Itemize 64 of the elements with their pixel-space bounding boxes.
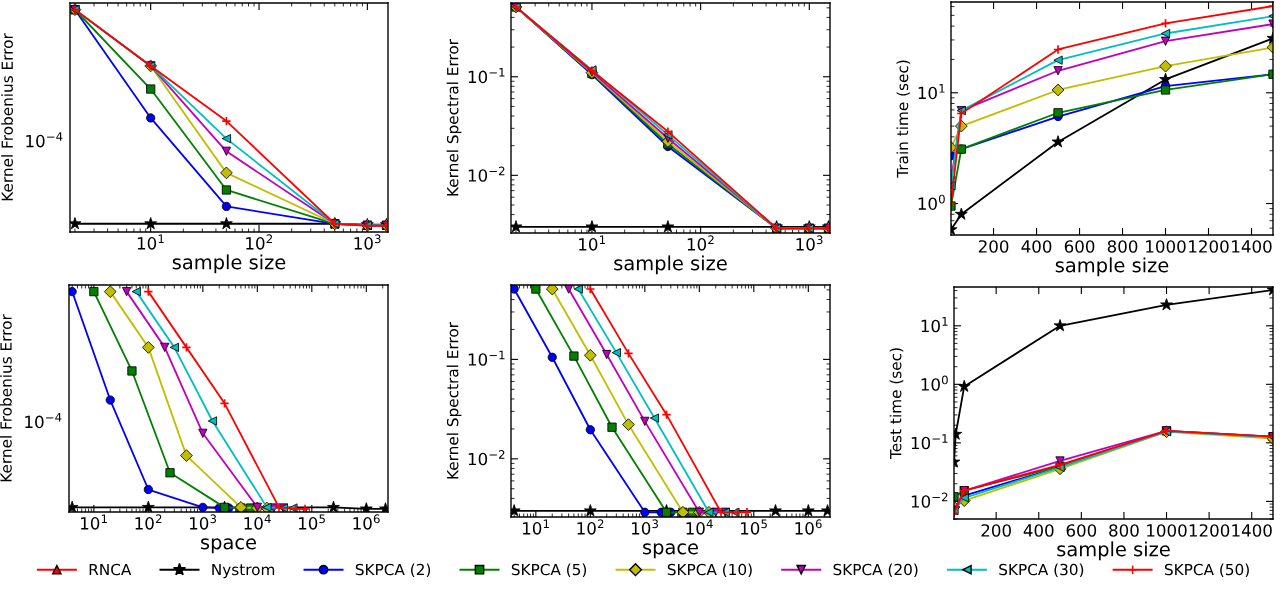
x-tick-label: 10$^{2}$	[687, 235, 714, 251]
x-tick-label: 10$^{4}$	[686, 519, 713, 535]
x-tick-label: 1000	[1147, 524, 1187, 537]
x-tick-label: 10$^{2}$	[577, 519, 604, 535]
x-tick-label: 10$^{1}$	[579, 235, 605, 251]
y-tick-label: 10$^{1}$	[918, 84, 945, 100]
x-tick-label: 10$^{2}$	[246, 234, 272, 250]
legend-label: Nystrom	[212, 563, 275, 579]
x-tick-label: 10$^{1}$	[81, 514, 107, 530]
text: 10$^{−4}$	[25, 413, 62, 429]
legend-label: SKPCA (10)	[667, 563, 752, 578]
x-axis-title: space	[643, 543, 698, 559]
x-tick-label: 10$^{6}$	[795, 519, 822, 535]
y-axis-title: Kernel Spectral Error	[446, 38, 462, 196]
x-axis-title: sample size	[1057, 541, 1170, 561]
y-tick-label: 10$^{−2}$	[468, 449, 505, 466]
x-tick-label: 1400	[1232, 524, 1272, 537]
y-axis-title: Test time (sec)	[889, 348, 904, 460]
x-tick-label: 1400	[1232, 240, 1272, 253]
y-tick-label: 10$^{−2}$	[911, 492, 948, 508]
legend-label: SKPCA (30)	[999, 563, 1084, 578]
legend-label: RNCA	[89, 563, 132, 576]
x-tick-label: 400	[1023, 524, 1054, 537]
x-tick-label: 600	[1066, 524, 1097, 537]
x-tick-label: 10$^{3}$	[632, 519, 659, 535]
x-axis-title: sample size	[1055, 257, 1169, 277]
x-tick-label: 10$^{3}$	[796, 235, 823, 251]
text: 10$^{−4}$	[26, 132, 63, 148]
x-tick-label: 800	[1109, 524, 1139, 537]
x-tick-label: 10$^{3}$	[354, 234, 381, 250]
x-tick-label: 200	[981, 524, 1011, 537]
x-tick-label: 10$^{3}$	[190, 514, 217, 530]
y-axis-title: Train time (sec)	[896, 60, 911, 178]
y-tick-label: 10$^{−1}$	[468, 350, 505, 366]
x-tick-label: 200	[978, 240, 1009, 253]
legend-label: SKPCA (5)	[511, 563, 587, 578]
y-tick-label: 10$^{−1}$	[468, 68, 505, 84]
y-tick-label: 10$^{0}$	[921, 375, 948, 391]
legend-label: SKPCA (50)	[1164, 563, 1249, 578]
x-tick-label: 10$^{6}$	[353, 514, 380, 530]
y-tick-label: 10$^{0}$	[918, 194, 945, 210]
x-tick-label: 1200	[1189, 524, 1230, 537]
x-axis-title: space	[201, 538, 256, 554]
y-axis-title: Kernel Frobenius Error	[0, 314, 12, 482]
y-axis-title: Kernel Spectral Error	[446, 321, 462, 479]
x-tick-label: 1000	[1146, 240, 1186, 253]
x-tick-label: 10$^{2}$	[135, 514, 162, 530]
x-tick-label: 800	[1107, 240, 1138, 253]
x-tick-label: 10$^{5}$	[298, 514, 325, 530]
y-tick-label: 10$^{−2}$	[468, 166, 505, 182]
legend-label: SKPCA (20)	[833, 563, 918, 578]
x-tick-label: 10$^{4}$	[244, 514, 271, 530]
x-tick-label: 1200	[1189, 240, 1229, 253]
y-axis-title: Kernel Frobenius Error	[1, 33, 13, 201]
x-axis-title: sample size	[614, 255, 727, 275]
y-tick-label: 10$^{1}$	[921, 317, 948, 333]
x-tick-label: 400	[1021, 240, 1052, 253]
y-tick-label: 10$^{−1}$	[911, 434, 948, 450]
x-tick-label: 10$^{1}$	[523, 519, 549, 535]
x-tick-label: 10$^{5}$	[740, 519, 767, 535]
x-axis-title: sample size	[172, 254, 286, 274]
x-tick-label: 10$^{1}$	[137, 234, 164, 250]
x-tick-label: 600	[1064, 240, 1095, 253]
legend-label: SKPCA (2)	[355, 563, 431, 578]
